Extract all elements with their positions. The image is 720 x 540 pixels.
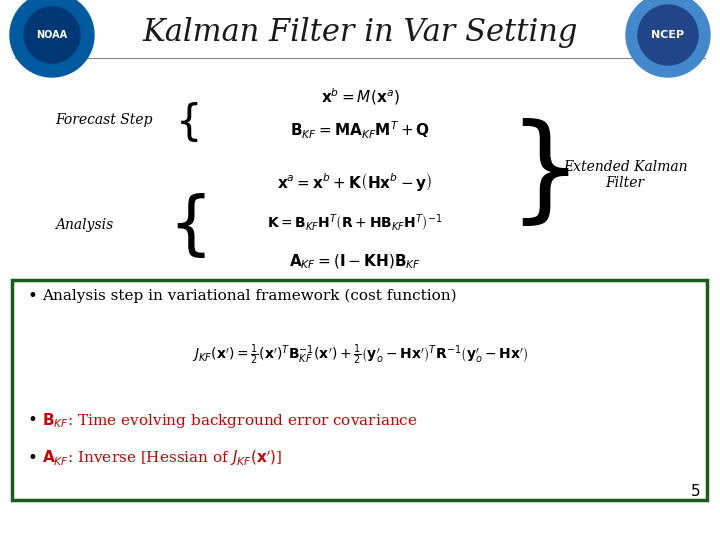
Text: $\{$: $\{$ — [176, 100, 199, 144]
Circle shape — [10, 0, 94, 77]
Circle shape — [638, 5, 698, 65]
Circle shape — [626, 0, 710, 77]
Text: $\mathbf{A}_{KF} = \left(\mathbf{I} - \mathbf{KH}\right)\mathbf{B}_{KF}$: $\mathbf{A}_{KF} = \left(\mathbf{I} - \m… — [289, 253, 421, 271]
Text: $\}$: $\}$ — [507, 118, 569, 233]
Text: $\mathbf{x}^a = \mathbf{x}^b + \mathbf{K}\left(\mathbf{Hx}^b - \mathbf{y}\right): $\mathbf{x}^a = \mathbf{x}^b + \mathbf{K… — [277, 171, 433, 193]
Text: •: • — [28, 449, 38, 467]
Text: NOAA: NOAA — [37, 30, 68, 40]
Text: Extended Kalman
Filter: Extended Kalman Filter — [563, 160, 688, 190]
Text: Kalman Filter in Var Setting: Kalman Filter in Var Setting — [143, 17, 577, 48]
Text: $\mathbf{B}_{KF} = \mathbf{MA}_{KF}\mathbf{M}^T + \mathbf{Q}$: $\mathbf{B}_{KF} = \mathbf{MA}_{KF}\math… — [290, 119, 430, 141]
Text: $\mathbf{B}_{KF}$: Time evolving background error covariance: $\mathbf{B}_{KF}$: Time evolving backgro… — [42, 410, 418, 429]
Text: Forecast Step: Forecast Step — [55, 113, 153, 127]
Text: •: • — [28, 287, 38, 305]
Text: $J_{KF}\left(\mathbf{x}^{\prime}\right) = \frac{1}{2}\left(\mathbf{x}^{\prime}\r: $J_{KF}\left(\mathbf{x}^{\prime}\right) … — [192, 343, 528, 367]
Text: $\mathbf{A}_{KF}$: Inverse [Hessian of $J_{KF}(\mathbf{x}^{\prime})$]: $\mathbf{A}_{KF}$: Inverse [Hessian of $… — [42, 448, 282, 468]
Text: $\{$: $\{$ — [168, 191, 206, 260]
Circle shape — [24, 7, 80, 63]
FancyBboxPatch shape — [12, 280, 707, 500]
Text: NCEP: NCEP — [652, 30, 685, 40]
Text: $\mathbf{K} = \mathbf{B}_{KF}\mathbf{H}^T\left(\mathbf{R} + \mathbf{HB}_{KF}\mat: $\mathbf{K} = \mathbf{B}_{KF}\mathbf{H}^… — [267, 212, 443, 233]
Text: $\mathbf{x}^b = M\left(\mathbf{x}^a\right)$: $\mathbf{x}^b = M\left(\mathbf{x}^a\righ… — [320, 86, 400, 107]
Text: 5: 5 — [690, 484, 700, 500]
Text: Analysis: Analysis — [55, 218, 113, 232]
Text: Analysis step in variational framework (cost function): Analysis step in variational framework (… — [42, 289, 456, 303]
Text: •: • — [28, 411, 38, 429]
